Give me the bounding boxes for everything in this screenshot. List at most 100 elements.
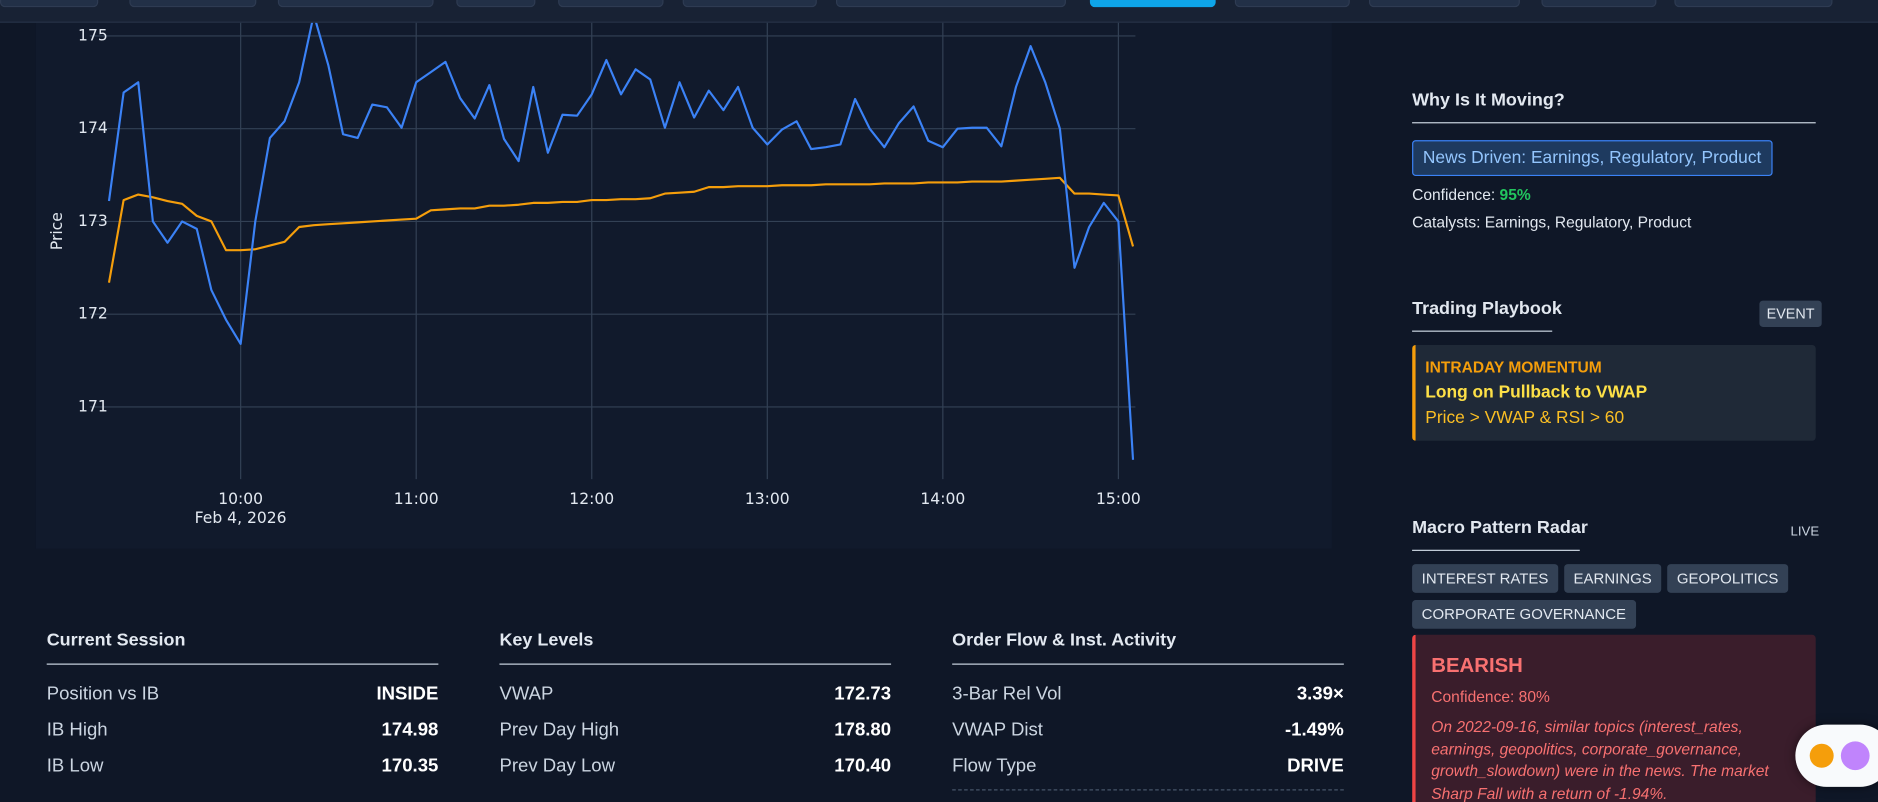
playbook-card: INTRADAY MOMENTUM Long on Pullback to VW… bbox=[1412, 344, 1816, 441]
playbook-rule: Price > VWAP & RSI > 60 bbox=[1425, 408, 1625, 428]
x-tick-label: 14:00 bbox=[920, 490, 965, 508]
stat-label: Position vs IB bbox=[46, 683, 160, 705]
grid bbox=[89, 21, 1136, 480]
divider bbox=[1412, 549, 1580, 551]
confidence-value: 95% bbox=[1499, 185, 1531, 204]
catalysts: Catalysts: Earnings, Regulatory, Product bbox=[1412, 213, 1692, 232]
stat-label: IB High bbox=[46, 719, 108, 741]
nav-tab[interactable] bbox=[1541, 0, 1657, 8]
plot-area bbox=[107, 13, 1135, 460]
macro-bias: BEARISH bbox=[1431, 653, 1523, 677]
divider bbox=[1412, 122, 1816, 124]
x-tick-label: 13:00 bbox=[745, 490, 790, 508]
nav-tab[interactable] bbox=[558, 0, 664, 8]
y-tick-label: 171 bbox=[78, 397, 108, 415]
stat-value: 170.35 bbox=[381, 755, 439, 777]
news-badge: News Driven: Earnings, Regulatory, Produ… bbox=[1412, 140, 1773, 177]
y-tick-label: 175 bbox=[78, 26, 108, 44]
nav-tab-active[interactable] bbox=[1089, 0, 1216, 8]
stat-value: 174.98 bbox=[381, 719, 439, 741]
divider bbox=[952, 789, 1344, 791]
confidence-label: Confidence: bbox=[1412, 185, 1496, 204]
stat-row: Prev Day High 178.80 bbox=[499, 720, 891, 742]
panel-title: Current Session bbox=[46, 629, 186, 651]
stat-value: -1.49% bbox=[1284, 719, 1344, 741]
stat-label: Prev Day High bbox=[499, 719, 620, 741]
stat-label: 3-Bar Rel Vol bbox=[952, 683, 1062, 705]
assistant-button[interactable] bbox=[1795, 724, 1878, 787]
nav-tab[interactable] bbox=[129, 0, 257, 8]
stat-label: VWAP Dist bbox=[952, 719, 1043, 741]
stat-label: Prev Day Low bbox=[499, 755, 616, 777]
stat-label: Flow Type bbox=[952, 755, 1037, 777]
macro-card: BEARISH Confidence: 80% On 2022-09-16, s… bbox=[1412, 634, 1816, 802]
macro-confidence: Confidence: 80% bbox=[1431, 687, 1550, 706]
stat-label: VWAP bbox=[499, 683, 554, 705]
stat-row: VWAP 172.73 bbox=[499, 684, 891, 706]
topic-tag: GEOPOLITICS bbox=[1667, 564, 1788, 593]
stat-row: Flow Type DRIVE bbox=[952, 756, 1344, 778]
macro-note: On 2022-09-16, similar topics (interest_… bbox=[1431, 717, 1769, 802]
panel-title: Key Levels bbox=[499, 629, 594, 651]
section-title: Macro Pattern Radar bbox=[1412, 517, 1588, 538]
stat-value: 172.73 bbox=[834, 683, 892, 705]
icon bbox=[1840, 741, 1870, 771]
y-tick-label: 172 bbox=[78, 305, 108, 323]
stat-row: Prev Day Low 170.40 bbox=[499, 756, 891, 778]
playbook-setup: Long on Pullback to VWAP bbox=[1425, 383, 1648, 403]
x-date-label: Feb 4, 2026 bbox=[195, 509, 287, 527]
live-status: LIVE bbox=[1790, 524, 1820, 539]
stat-value: 170.40 bbox=[834, 755, 892, 777]
topic-tag: CORPORATE GOVERNANCE bbox=[1412, 600, 1636, 629]
tag-list: INTEREST RATES EARNINGS GEOPOLITICS CORPORA… bbox=[1412, 564, 1819, 672]
stat-value: 178.80 bbox=[834, 719, 892, 741]
stat-label: IB Low bbox=[46, 755, 104, 777]
nav-tab[interactable] bbox=[456, 0, 536, 8]
nav-tab[interactable] bbox=[835, 0, 1066, 8]
stat-row: IB High 174.98 bbox=[47, 720, 439, 742]
stat-row: 3-Bar Rel Vol 3.39× bbox=[952, 684, 1344, 706]
stats-panel: Key Levels VWAP 172.73 Prev Day High 178.80 P… bbox=[499, 629, 892, 802]
series-line bbox=[107, 13, 1135, 460]
stat-value: INSIDE bbox=[376, 683, 439, 705]
panel-title: Order Flow & Inst. Activity bbox=[952, 629, 1177, 651]
nav-tab[interactable] bbox=[1234, 0, 1350, 8]
nav-tab[interactable] bbox=[1368, 0, 1520, 8]
x-tick-label: 10:00 bbox=[218, 490, 263, 508]
nav-tab[interactable] bbox=[682, 0, 817, 8]
playbook-kind: INTRADAY MOMENTUM bbox=[1425, 358, 1602, 377]
price-chart: Price 171 172 173 174 175 10:00 11:00 12:00 13:0… bbox=[48, 13, 1141, 527]
stats-panel: Current Session Position vs IB INSIDE IB Hi… bbox=[46, 629, 439, 802]
divider bbox=[952, 663, 1344, 665]
x-tick-label: 15:00 bbox=[1096, 490, 1141, 508]
nav-tab[interactable] bbox=[277, 0, 434, 8]
stats-panel: Order Flow & Inst. Activity 3-Bar Rel Vol… bbox=[952, 629, 1344, 802]
nav-tab[interactable] bbox=[1674, 0, 1833, 8]
icon bbox=[1809, 743, 1834, 768]
confidence: Confidence: 95% bbox=[1412, 186, 1531, 204]
stat-value: 3.39× bbox=[1296, 683, 1344, 705]
y-axis-label: Price bbox=[48, 212, 66, 250]
top-nav bbox=[0, 0, 1878, 23]
topic-tag: INTEREST RATES bbox=[1412, 564, 1558, 593]
section-title: Why Is It Moving? bbox=[1412, 89, 1565, 111]
divider bbox=[46, 663, 439, 665]
stat-row: VWAP Dist -1.49% bbox=[952, 720, 1344, 742]
stat-row: Position vs IB INSIDE bbox=[47, 684, 439, 706]
topic-tag: EARNINGS bbox=[1563, 564, 1662, 593]
series-line bbox=[107, 176, 1135, 283]
nav-tab[interactable] bbox=[0, 0, 99, 8]
divider bbox=[499, 663, 892, 665]
section-title: Trading Playbook bbox=[1412, 298, 1562, 319]
y-tick-label: 173 bbox=[78, 212, 108, 230]
event-tag: EVENT bbox=[1759, 300, 1822, 327]
divider bbox=[1412, 330, 1553, 332]
y-tick-label: 174 bbox=[78, 119, 108, 137]
x-tick-label: 12:00 bbox=[569, 490, 614, 508]
x-tick-label: 11:00 bbox=[394, 490, 439, 508]
chart-panel bbox=[35, 21, 1332, 549]
stat-row: IB Low 170.35 bbox=[47, 756, 439, 778]
stat-value: DRIVE bbox=[1287, 755, 1344, 777]
